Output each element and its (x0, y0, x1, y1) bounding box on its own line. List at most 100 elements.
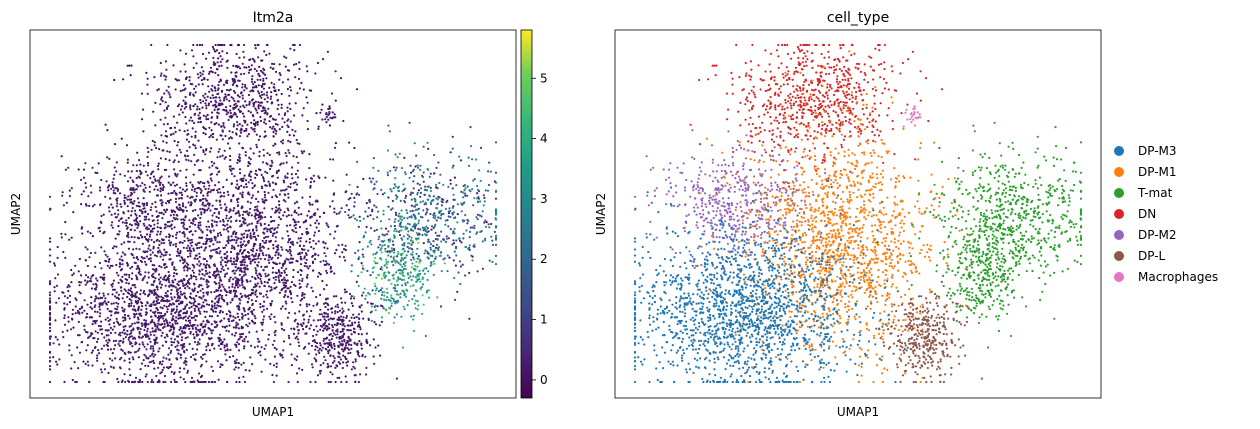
expression-point (248, 223, 251, 226)
expression-point (236, 124, 239, 127)
expression-point (245, 129, 248, 132)
expression-point (137, 335, 140, 338)
expression-point (240, 363, 243, 366)
expression-point (289, 252, 292, 255)
expression-point (225, 272, 229, 275)
expression-point (295, 211, 298, 214)
expression-point (238, 214, 241, 217)
expression-point (307, 267, 310, 270)
expression-point (77, 270, 80, 273)
expression-point (285, 154, 288, 158)
expression-point (173, 272, 176, 275)
expression-point (196, 324, 199, 327)
expression-point (336, 310, 339, 314)
expression-point (273, 228, 276, 231)
expression-point (267, 259, 270, 262)
expression-point (251, 312, 254, 315)
expression-point (234, 282, 237, 285)
expression-point (183, 235, 186, 238)
expression-point (184, 357, 187, 360)
expression-point (62, 336, 65, 339)
expression-point (121, 280, 124, 283)
expression-point (331, 361, 334, 364)
expression-point (306, 70, 309, 73)
expression-point (104, 318, 107, 321)
expression-point (332, 179, 335, 182)
expression-point (258, 92, 261, 95)
expression-point (168, 242, 171, 245)
expression-point (335, 225, 338, 228)
expression-point (432, 244, 435, 248)
expression-point (178, 197, 181, 200)
expression-point (295, 223, 298, 226)
expression-point (265, 254, 268, 257)
expression-point (331, 329, 334, 332)
expression-point (120, 205, 123, 208)
expression-point (190, 202, 193, 205)
expression-point (262, 315, 266, 318)
expression-point (231, 285, 234, 288)
expression-point (328, 349, 331, 352)
expression-point (206, 279, 209, 283)
expression-point (338, 336, 341, 339)
expression-point (240, 73, 243, 76)
expression-point (115, 170, 118, 173)
expression-point (122, 211, 125, 214)
expression-point (257, 257, 260, 260)
expression-point (118, 323, 121, 326)
expression-point (212, 188, 215, 191)
expression-point (214, 99, 217, 102)
expression-point (187, 244, 190, 247)
expression-point (286, 250, 290, 253)
expression-point (70, 317, 74, 320)
expression-point (74, 305, 77, 308)
expression-point (186, 129, 189, 132)
expression-point (163, 276, 166, 279)
expression-point (159, 226, 162, 229)
expression-point (115, 263, 118, 267)
expression-point (319, 369, 322, 372)
expression-point (273, 282, 276, 285)
expression-point (160, 242, 163, 245)
expression-point (156, 179, 159, 182)
expression-point (213, 211, 216, 215)
expression-point (215, 138, 218, 141)
expression-point (379, 289, 382, 292)
expression-point (267, 235, 270, 238)
expression-point (189, 321, 192, 324)
expression-point (193, 266, 196, 269)
expression-point (94, 322, 97, 325)
expression-point (463, 189, 466, 192)
expression-point (66, 296, 69, 299)
expression-point (98, 308, 101, 311)
expression-point (130, 277, 133, 280)
expression-point (233, 99, 236, 102)
expression-point (257, 105, 260, 108)
expression-point (78, 311, 81, 314)
expression-point (140, 301, 143, 304)
expression-point (165, 321, 169, 324)
expression-point (126, 227, 129, 230)
expression-point (153, 292, 156, 295)
expression-point (209, 150, 212, 153)
expression-point (66, 286, 69, 289)
expression-point (276, 176, 279, 179)
expression-point (225, 257, 228, 260)
expression-point (348, 216, 351, 219)
expression-point (185, 158, 188, 161)
expression-point (199, 191, 202, 194)
expression-point (137, 224, 140, 227)
expression-point (287, 258, 290, 261)
expression-point (250, 237, 253, 240)
expression-point (166, 290, 169, 293)
expression-point (215, 295, 218, 298)
expression-point (331, 373, 334, 376)
expression-point (287, 334, 290, 337)
expression-point (294, 76, 297, 79)
expression-point (189, 242, 192, 245)
expression-point (103, 368, 106, 371)
expression-point (134, 343, 137, 346)
expression-point (256, 43, 259, 47)
expression-point (101, 296, 104, 299)
expression-point (207, 118, 210, 121)
